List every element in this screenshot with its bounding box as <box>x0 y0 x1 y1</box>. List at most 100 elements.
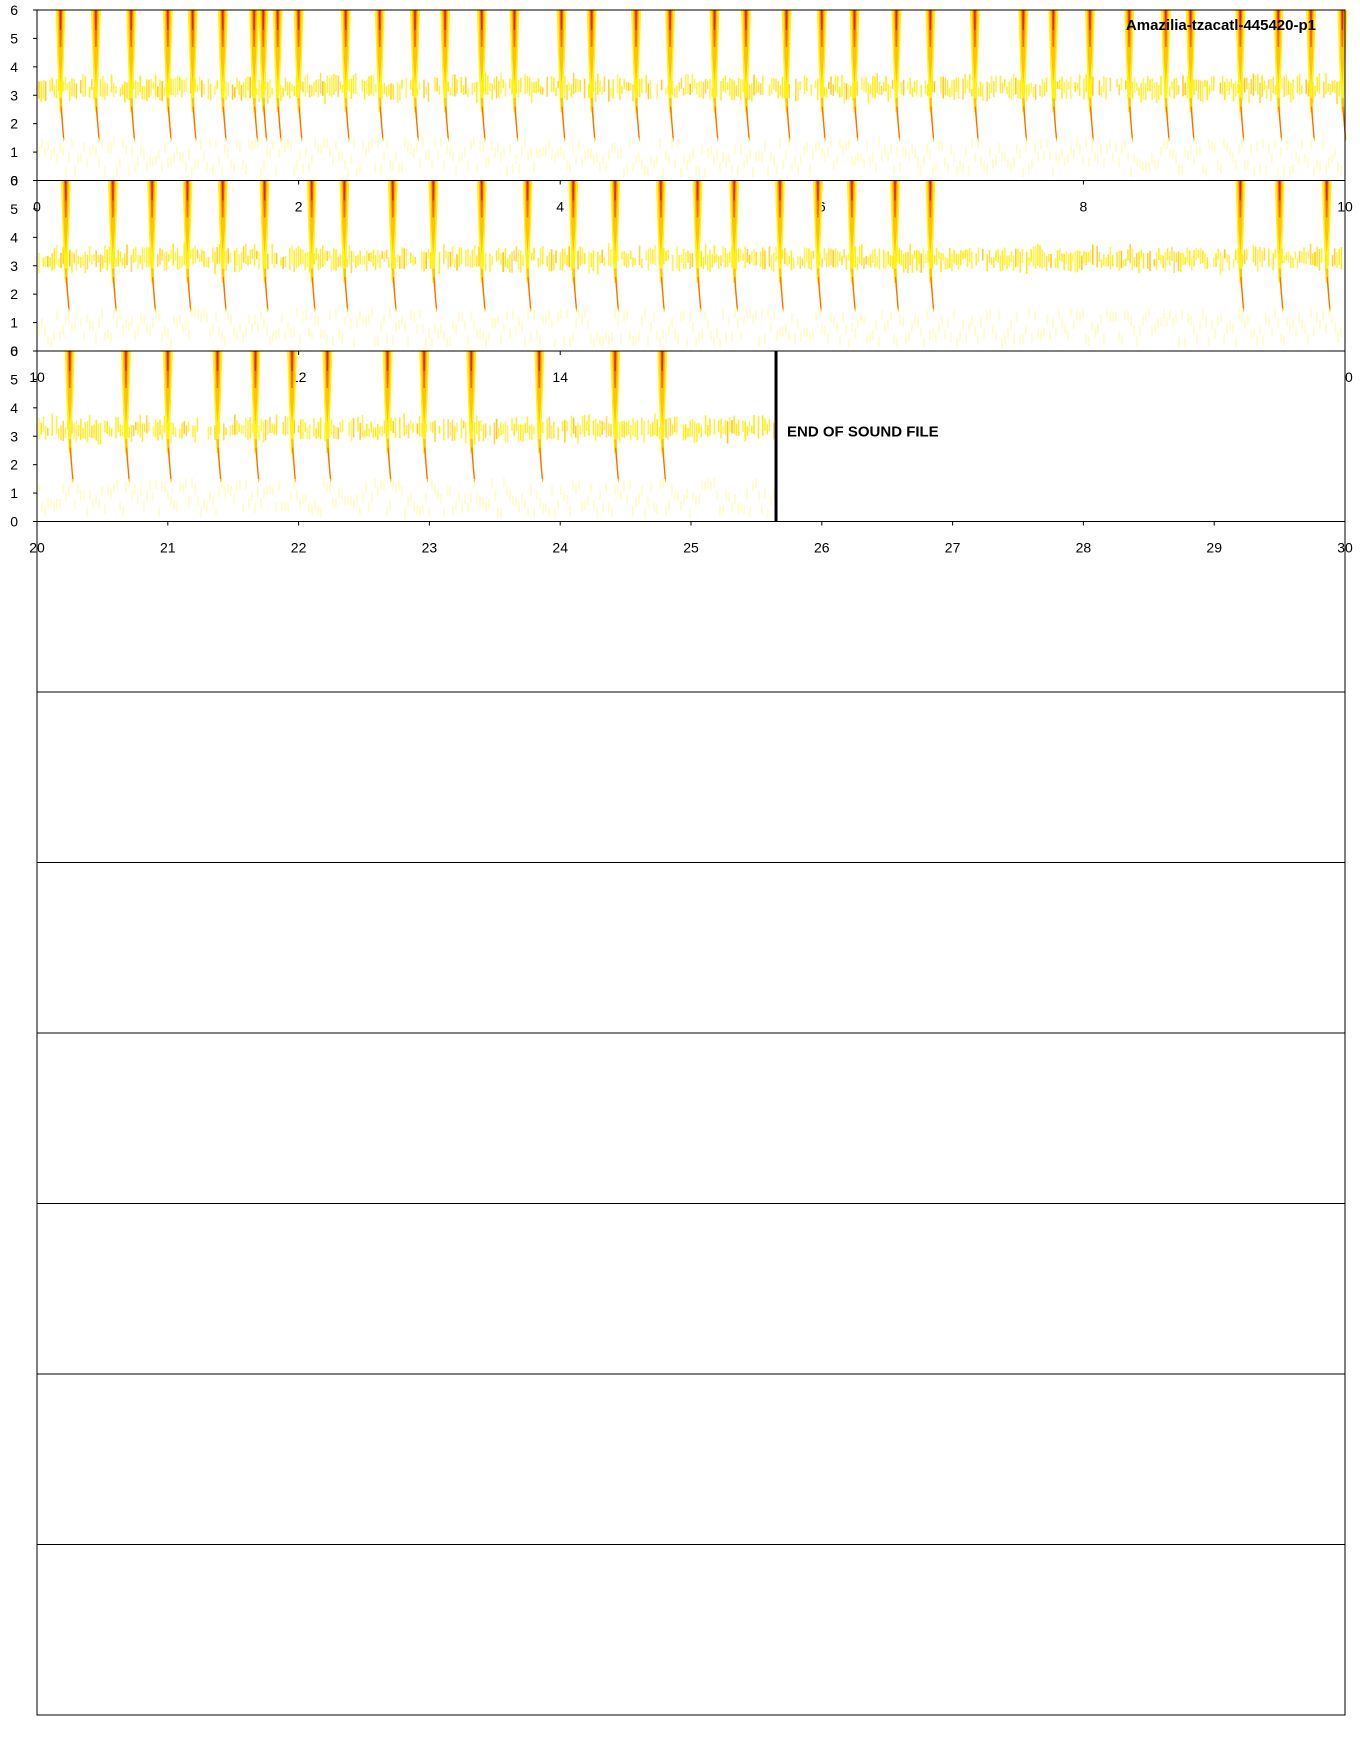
note-tail-core <box>930 277 934 309</box>
note <box>774 180 785 313</box>
note <box>740 10 751 143</box>
note <box>107 180 118 313</box>
note <box>890 180 901 313</box>
note-core <box>1189 10 1192 30</box>
note-core <box>262 10 264 30</box>
note <box>692 180 703 313</box>
y-tick-label: 6 <box>10 343 18 359</box>
note-core <box>481 10 483 30</box>
note-core <box>779 180 781 201</box>
note-tail-core <box>1190 106 1195 138</box>
y-tick-label: 5 <box>10 30 18 46</box>
note-tail-core <box>896 106 900 138</box>
note-core <box>216 351 219 371</box>
note <box>212 351 223 484</box>
note-core <box>167 351 169 371</box>
note-core <box>470 351 472 371</box>
note <box>410 10 421 143</box>
note-core <box>167 10 169 30</box>
x-tick-label: 23 <box>422 540 438 556</box>
note <box>55 10 66 143</box>
note <box>729 180 740 313</box>
note-tail-core <box>615 447 619 479</box>
note-core <box>222 180 224 201</box>
x-tick-label: 27 <box>945 540 961 556</box>
note <box>306 180 317 313</box>
note-tail-core <box>1165 106 1170 138</box>
note-tail-core <box>344 277 348 309</box>
note-tail-core <box>854 106 859 138</box>
y-tick-label: 2 <box>10 286 18 302</box>
note-tail-core <box>527 277 532 309</box>
note-tail-core <box>974 106 979 138</box>
note <box>339 180 350 313</box>
y-tick-label: 2 <box>10 116 18 132</box>
note-tail-core <box>254 106 258 138</box>
note-tail-core <box>444 106 449 138</box>
note <box>1337 10 1348 143</box>
panel-8 <box>36 1203 1346 1375</box>
note-core <box>745 10 747 30</box>
note-core <box>344 10 347 30</box>
note <box>64 351 75 484</box>
note-core <box>895 10 898 30</box>
note <box>568 180 579 313</box>
panel-9 <box>36 1373 1346 1545</box>
panel-2: 0123456101214161820 <box>10 173 1353 386</box>
note-tail-core <box>112 277 117 309</box>
note-tail-core <box>894 277 899 309</box>
note <box>1084 10 1095 143</box>
note-core <box>1239 10 1242 30</box>
note-core <box>69 351 71 371</box>
note-core <box>222 10 224 30</box>
note-core <box>386 351 389 371</box>
note-core <box>817 180 819 201</box>
note <box>293 10 304 143</box>
note-tail-core <box>392 277 397 309</box>
note <box>665 10 676 143</box>
x-tick-label: 28 <box>1076 540 1092 556</box>
note-core <box>326 351 329 371</box>
note-tail-core <box>327 447 331 479</box>
note-tail-core <box>481 106 486 138</box>
y-tick-label: 5 <box>10 201 18 217</box>
note <box>322 351 333 484</box>
note-tail-core <box>1023 106 1027 138</box>
x-tick-label: 29 <box>1206 540 1222 556</box>
note <box>1305 10 1316 143</box>
note <box>556 10 567 143</box>
note <box>382 351 393 484</box>
y-tick-label: 3 <box>10 87 18 103</box>
note-tail-core <box>345 106 350 138</box>
note <box>120 351 131 484</box>
note <box>162 10 173 143</box>
note-tail-core <box>471 447 475 479</box>
note-tail-core <box>817 277 822 309</box>
note <box>272 10 283 143</box>
noise-band <box>38 413 775 519</box>
note-core <box>392 180 394 201</box>
note-core <box>1278 180 1281 201</box>
note-tail-core <box>697 277 702 309</box>
x-tick-label: 14 <box>552 369 568 385</box>
note <box>1048 10 1059 143</box>
note-tail-core <box>95 106 100 138</box>
note <box>534 351 545 484</box>
overlay-layer: Amazilia-tzacatl-445420-p1 <box>1126 17 1316 34</box>
chart-title: Amazilia-tzacatl-445420-p1 <box>1126 17 1316 34</box>
panel-frame <box>36 691 1346 863</box>
noise-band <box>38 242 1343 349</box>
note-tail-core <box>255 447 260 479</box>
note-tail-core <box>1089 106 1094 138</box>
note-core <box>112 180 114 201</box>
note <box>812 180 823 313</box>
note-core <box>1277 10 1279 30</box>
note-tail-core <box>734 277 738 309</box>
note-tail-core <box>615 277 619 309</box>
panel-frame <box>36 1032 1346 1204</box>
note-tail-core <box>481 277 486 309</box>
note <box>419 351 430 484</box>
note <box>60 180 71 313</box>
note <box>217 180 228 313</box>
note-tail-core <box>1129 106 1133 138</box>
